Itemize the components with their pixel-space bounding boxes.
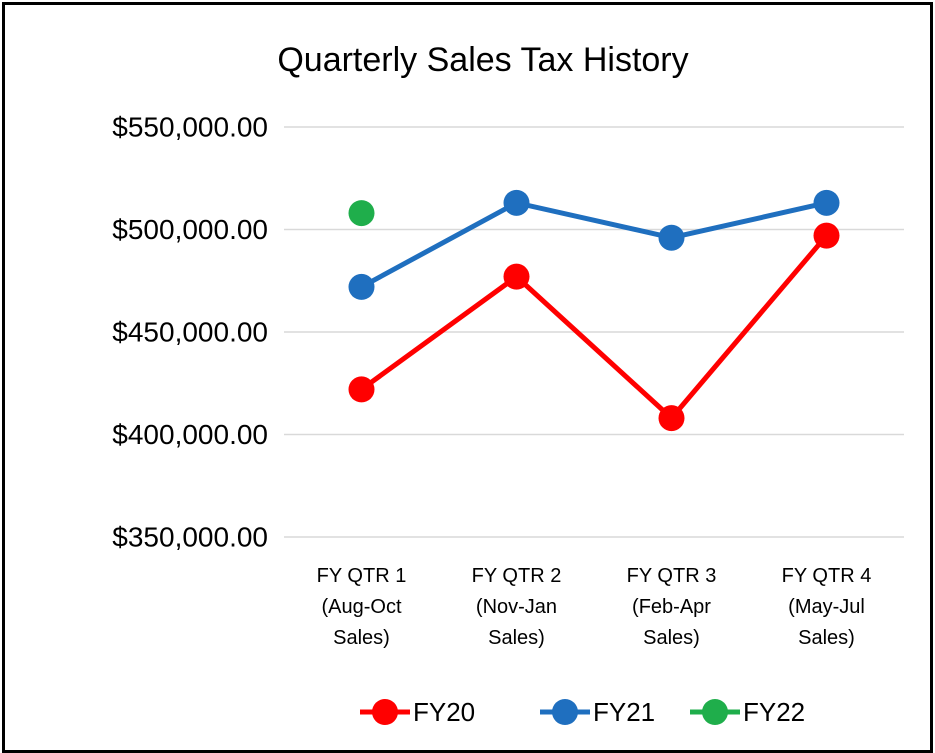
- data-point: [503, 189, 530, 216]
- data-point: [348, 376, 375, 403]
- data-point: [658, 224, 685, 251]
- series-line: [360, 200, 828, 290]
- x-tick-label: FY QTR 3 (Feb-Apr Sales): [626, 565, 717, 649]
- legend-label: FY21: [593, 697, 655, 727]
- y-tick-label: $400,000.00: [112, 419, 268, 450]
- data-point: [348, 273, 375, 300]
- y-tick-label: $450,000.00: [112, 316, 268, 347]
- legend-label: FY22: [743, 697, 805, 727]
- legend-marker: [702, 699, 728, 725]
- data-point: [348, 200, 375, 227]
- legend-label: FY20: [413, 697, 475, 727]
- x-tick-label: FY QTR 1 (Aug-Oct Sales): [316, 565, 407, 649]
- legend-marker: [372, 699, 398, 725]
- legend-marker: [552, 699, 578, 725]
- data-point: [658, 405, 685, 432]
- data-point: [503, 263, 530, 290]
- y-tick-label: $500,000.00: [112, 214, 268, 245]
- y-tick-label: $350,000.00: [112, 521, 268, 552]
- data-point: [813, 189, 840, 216]
- data-point: [813, 222, 840, 249]
- y-tick-label: $550,000.00: [112, 111, 268, 142]
- chart-title: Quarterly Sales Tax History: [277, 41, 688, 79]
- series-line: [360, 234, 829, 422]
- x-tick-label: FY QTR 4 (May-Jul Sales): [781, 565, 872, 649]
- x-tick-label: FY QTR 2 (Nov-Jan Sales): [471, 565, 562, 649]
